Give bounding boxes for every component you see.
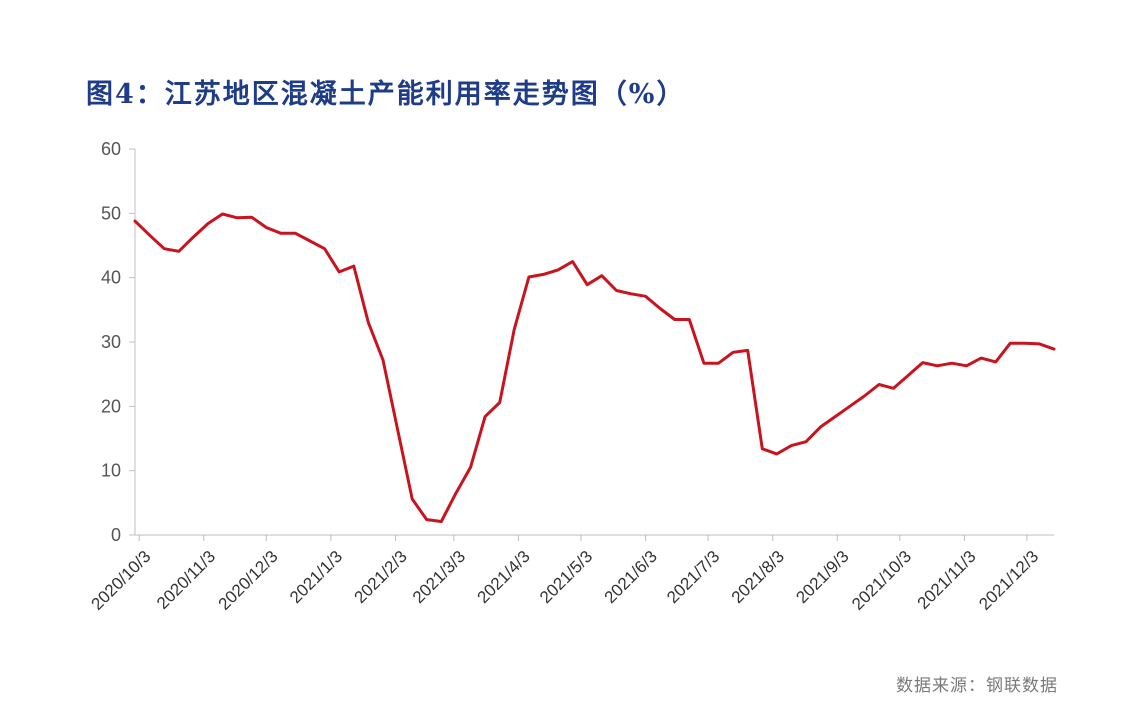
y-tick-label: 40 [101, 268, 121, 288]
x-tick-label: 2021/8/3 [728, 547, 788, 607]
x-tick-label: 2021/1/3 [286, 547, 346, 607]
y-tick-label: 60 [101, 139, 121, 159]
x-tick-label: 2021/3/3 [409, 547, 469, 607]
x-tick-label: 2020/10/3 [88, 547, 155, 614]
x-tick-label: 2021/12/3 [975, 547, 1042, 614]
y-tick-label: 0 [111, 525, 121, 545]
x-tick-label: 2021/4/3 [474, 547, 534, 607]
y-tick-label: 30 [101, 332, 121, 352]
data-source-note: 数据来源：钢联数据 [896, 676, 1058, 696]
x-tick-label: 2021/11/3 [914, 547, 980, 613]
x-tick-label: 2021/6/3 [601, 547, 661, 607]
x-tick-label: 2020/12/3 [215, 547, 282, 614]
y-tick-labels: 0 10 20 30 40 50 60 [101, 139, 135, 545]
x-tick-label: 2021/7/3 [663, 547, 723, 607]
x-tick-label: 2021/2/3 [351, 547, 411, 607]
x-tick-label: 2021/9/3 [792, 547, 852, 607]
x-tick-label: 2021/10/3 [848, 547, 915, 614]
y-tick-label: 10 [101, 461, 121, 481]
chart-title: 图4：江苏地区混凝土产能利用率走势图（%） [86, 79, 686, 110]
y-tick-label: 50 [101, 203, 121, 223]
x-tick-label: 2020/11/3 [153, 547, 219, 613]
x-tick-label: 2021/5/3 [536, 547, 596, 607]
utilization-rate-line [133, 212, 1056, 523]
y-tick-label: 20 [101, 396, 121, 416]
